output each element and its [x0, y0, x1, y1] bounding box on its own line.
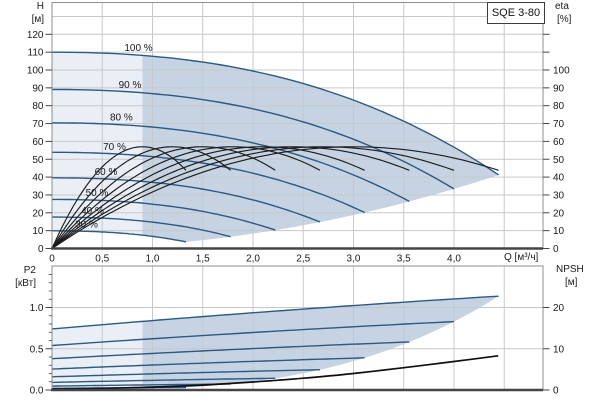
svg-text:20: 20	[32, 208, 44, 219]
svg-text:3,0: 3,0	[347, 254, 361, 265]
svg-text:60 %: 60 %	[95, 167, 118, 178]
svg-text:50: 50	[553, 155, 565, 166]
svg-text:100 %: 100 %	[124, 43, 152, 54]
power-curve-90	[51, 320, 455, 347]
svg-text:30 %: 30 %	[75, 219, 98, 230]
svg-text:1,0: 1,0	[146, 254, 160, 265]
eta-curve-90	[51, 146, 455, 249]
svg-text:80 %: 80 %	[110, 113, 133, 124]
power-curve-100	[51, 295, 499, 330]
eta-curve-40	[51, 146, 231, 249]
power-curve-80	[51, 341, 410, 360]
svg-text:70 %: 70 %	[103, 142, 126, 153]
speed-curves	[51, 51, 499, 390]
eta-curve-30	[51, 146, 187, 249]
svg-text:0: 0	[553, 386, 559, 397]
svg-text:100: 100	[27, 66, 44, 77]
npsh-curve	[51, 354, 499, 390]
npsh-axis-unit: [м]	[565, 277, 578, 288]
pump-type-title: SQE 3-80	[487, 2, 545, 24]
speed-curve-labels: 30 % 40 % 50 % 60 % 70 % 80 % 90 % 100 %	[75, 43, 153, 230]
npsh-axis-title: NPSH	[556, 264, 584, 275]
svg-text:2,0: 2,0	[246, 254, 260, 265]
eta-curve-60	[51, 146, 321, 249]
svg-text:0: 0	[553, 244, 559, 255]
svg-text:0: 0	[49, 254, 55, 265]
svg-text:10: 10	[32, 226, 44, 237]
eta-curve-70	[51, 146, 365, 249]
svg-text:70: 70	[32, 119, 44, 130]
svg-text:50: 50	[32, 155, 44, 166]
svg-text:100: 100	[553, 66, 570, 77]
power-curve-60	[51, 369, 321, 378]
power-curve-50	[51, 377, 276, 384]
svg-text:10: 10	[553, 344, 565, 355]
svg-text:20: 20	[553, 208, 565, 219]
eta-axis-unit: [%]	[557, 14, 572, 25]
h-axis-title: H	[36, 1, 44, 12]
eta-curve-100	[51, 146, 499, 249]
head-curve-70	[52, 151, 365, 214]
svg-text:50 %: 50 %	[86, 188, 109, 199]
p2-axis-title: P2	[23, 265, 36, 276]
svg-text:1,5: 1,5	[196, 254, 210, 265]
p2-axis-unit: [кВт]	[15, 278, 36, 289]
svg-text:40 %: 40 %	[81, 206, 104, 217]
power-curve-70	[51, 357, 365, 370]
svg-text:80: 80	[32, 101, 44, 112]
svg-text:0,5: 0,5	[95, 254, 109, 265]
svg-text:2,5: 2,5	[296, 254, 310, 265]
svg-text:60: 60	[32, 137, 44, 148]
svg-text:70: 70	[553, 119, 565, 130]
svg-text:90 %: 90 %	[119, 80, 142, 91]
head-curve-80	[51, 122, 410, 203]
svg-text:10: 10	[553, 226, 565, 237]
svg-text:90: 90	[553, 83, 565, 94]
head-curve-100	[52, 51, 499, 176]
head-curve-50	[52, 198, 276, 231]
svg-text:80: 80	[553, 101, 565, 112]
svg-text:40: 40	[32, 173, 44, 184]
axis-ticks-and-labels: 0102030405060708090100110120010203040506…	[27, 30, 570, 397]
svg-text:3,5: 3,5	[397, 254, 411, 265]
q-axis-title: Q [м³/ч]	[504, 252, 539, 263]
eta-axis-title: eta	[555, 1, 569, 12]
svg-text:30: 30	[553, 190, 565, 201]
power-curve-40	[51, 383, 231, 387]
h-axis-unit: [м]	[31, 14, 44, 25]
head-curve-90	[52, 88, 455, 190]
svg-text:90: 90	[32, 83, 44, 94]
svg-text:40: 40	[553, 173, 565, 184]
plot-frames	[51, 2, 544, 392]
svg-text:4,0: 4,0	[447, 254, 461, 265]
power-envelope-fill	[52, 296, 499, 389]
svg-text:1.0: 1.0	[30, 303, 44, 314]
svg-text:120: 120	[27, 30, 44, 41]
svg-text:20: 20	[553, 303, 565, 314]
svg-text:60: 60	[553, 137, 565, 148]
svg-text:0.5: 0.5	[30, 344, 44, 355]
svg-text:110: 110	[28, 48, 44, 59]
svg-text:0.0: 0.0	[30, 386, 44, 397]
svg-text:0: 0	[38, 244, 44, 255]
svg-text:30: 30	[32, 190, 44, 201]
eta-curve-80	[51, 146, 410, 249]
head-curve-60	[52, 177, 321, 223]
